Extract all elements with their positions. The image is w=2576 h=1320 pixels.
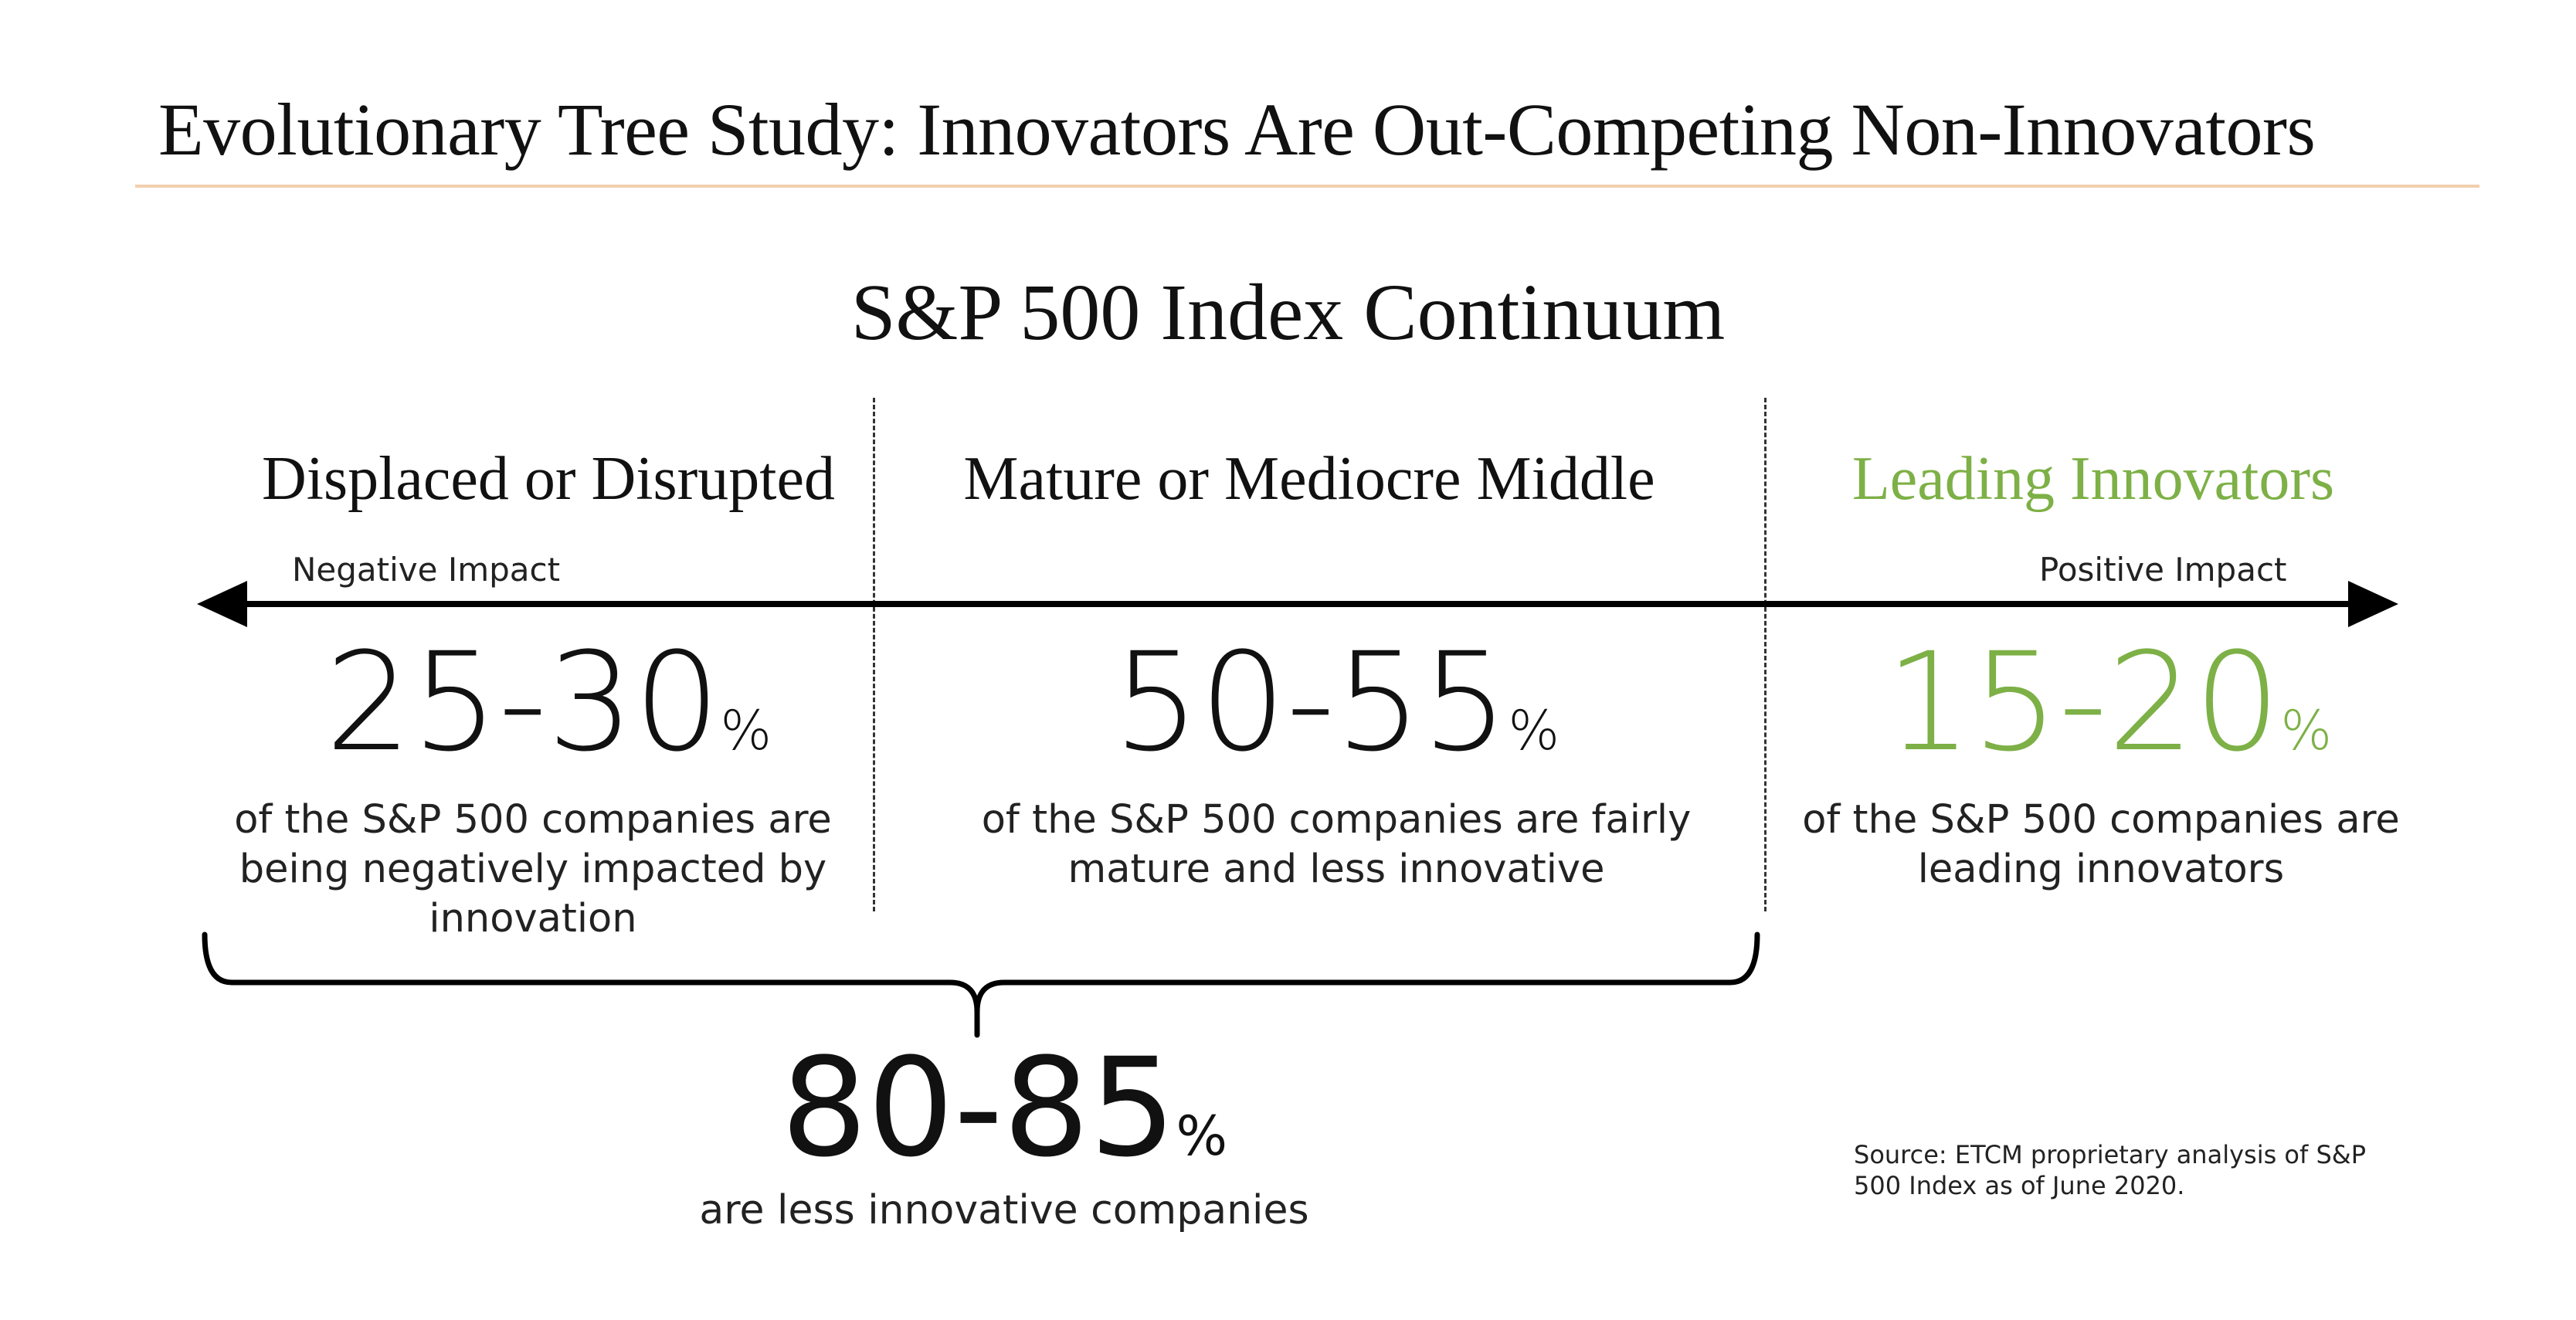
percent-sign: % [1176,1105,1227,1168]
percent-sign: % [2280,699,2332,762]
continuum-axis [197,581,2398,627]
curly-brace-icon [202,931,1760,1038]
combined-description: are less innovative companies [699,1187,1309,1233]
percentage-value: 25-30 [325,623,721,782]
percent-sign: % [1508,699,1560,762]
positive-impact-label: Positive Impact [2039,551,2287,589]
percent-sign: % [720,699,772,762]
combined-percentage: 80-85% [618,1035,1390,1182]
percentage-value: 50-55 [1113,623,1509,782]
segment-heading-leading: Leading Innovators [1851,445,2335,513]
segment-heading-displaced: Displaced or Disrupted [261,445,836,513]
description-mature: of the S&P 500 companies are fairly matu… [981,797,1692,892]
segment-divider-right [1764,398,1767,911]
description-displaced: of the S&P 500 companies are being negat… [234,797,832,942]
percentage-mature: 50-55% [911,629,1761,776]
segment-divider-left [873,398,875,911]
right-arrow-icon [2348,581,2398,627]
negative-impact-label: Negative Impact [292,551,561,589]
percentage-leading: 15-20% [1746,629,2472,776]
page-title: Evolutionary Tree Study: Innovators Are … [158,88,2316,171]
description-leading: of the S&P 500 companies are leading inn… [1802,797,2400,892]
source-note: Source: ETCM proprietary analysis of S&P… [1854,1140,2366,1200]
percentage-value: 80-85 [781,1029,1176,1187]
title-divider [135,185,2479,188]
percentage-displaced: 25-30% [178,629,919,776]
percentage-value: 15-20 [1885,623,2281,782]
left-arrow-icon [197,581,247,627]
segment-heading-mature: Mature or Mediocre Middle [963,445,1655,513]
diagram-subtitle: S&P 500 Index Continuum [850,268,1726,357]
